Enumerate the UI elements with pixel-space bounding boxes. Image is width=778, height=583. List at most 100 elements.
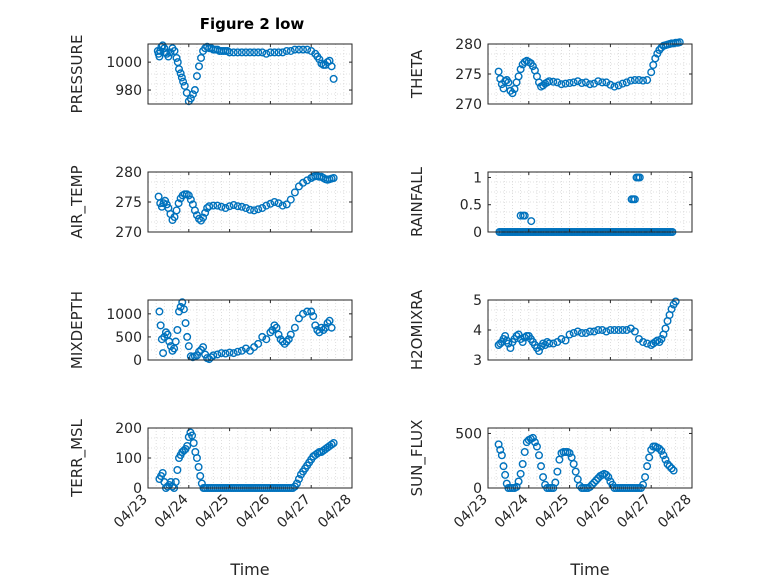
data-point [190, 206, 199, 215]
data-point [573, 327, 582, 336]
data-point [508, 89, 517, 98]
subplot-6: 3 4 5 H2OMIXRA [408, 289, 693, 370]
data-point [183, 332, 192, 341]
data-point [327, 440, 336, 449]
data-point [270, 197, 279, 206]
data-point [663, 460, 672, 469]
data-point [290, 323, 299, 332]
data-point [323, 319, 332, 328]
data-point [170, 46, 179, 55]
y-tick-label: 200 [115, 421, 142, 437]
series-markers [154, 172, 338, 225]
axes-box [487, 427, 693, 489]
y-tick-label: 0 [133, 353, 142, 369]
data-point [549, 339, 558, 348]
data-point [499, 84, 508, 93]
data-point [610, 326, 619, 335]
data-point [325, 316, 334, 325]
data-point [590, 79, 599, 88]
data-point [209, 351, 218, 360]
data-point [245, 205, 254, 214]
data-point [553, 467, 562, 476]
data-point [315, 328, 324, 337]
data-point [586, 80, 595, 89]
data-point [565, 449, 574, 458]
data-point [280, 339, 289, 348]
data-point [254, 48, 263, 57]
figure-title: Figure 2 low [200, 15, 305, 33]
data-point [217, 349, 226, 358]
y-axis-label: THETA [408, 49, 426, 99]
data-point [590, 478, 599, 487]
y-tick-label: 1 [473, 170, 482, 186]
y-tick-label: 270 [455, 97, 482, 113]
y-axis-label: SUN_FLUX [408, 420, 427, 497]
data-point [196, 472, 205, 481]
data-point [171, 337, 180, 346]
data-point [516, 65, 525, 74]
data-point [286, 195, 295, 204]
data-point [299, 45, 308, 54]
data-point [225, 48, 234, 57]
data-point [192, 72, 201, 81]
data-point [199, 343, 208, 352]
data-point [309, 312, 318, 321]
y-tick-label: 3 [473, 353, 482, 369]
data-point [657, 446, 666, 455]
data-point [557, 80, 566, 89]
data-point [643, 462, 652, 471]
data-point [675, 38, 684, 47]
y-tick-label: 0 [473, 225, 482, 241]
data-point [229, 200, 238, 209]
data-point [229, 48, 238, 57]
data-point [192, 454, 201, 463]
data-point [643, 75, 652, 84]
data-point [497, 451, 506, 460]
y-tick-label: 0 [133, 481, 142, 497]
data-point [179, 77, 188, 86]
data-point [665, 462, 674, 471]
data-point [606, 80, 615, 89]
data-point [294, 475, 303, 484]
y-tick-label: 280 [115, 165, 142, 181]
data-point [592, 476, 601, 485]
data-point [504, 339, 513, 348]
data-point [270, 48, 279, 57]
subplot-1: 980 1000 PRESSURE [68, 35, 353, 113]
data-point [565, 78, 574, 87]
y-tick-label: 5 [473, 293, 482, 309]
data-point [610, 82, 619, 91]
data-point [602, 78, 611, 87]
data-point [221, 203, 230, 212]
y-tick-label: 4 [473, 323, 482, 339]
data-point [527, 217, 536, 226]
data-point [303, 307, 312, 316]
data-point [494, 67, 503, 76]
data-point [233, 202, 242, 211]
data-point [329, 439, 338, 448]
data-point [661, 324, 670, 333]
axes-box [147, 299, 353, 361]
data-point [622, 326, 631, 335]
data-point [292, 479, 301, 488]
data-point [639, 76, 648, 85]
data-point [577, 78, 586, 87]
data-point [537, 462, 546, 471]
data-point [237, 202, 246, 211]
data-point [586, 482, 595, 491]
data-point [217, 202, 226, 211]
series-markers [494, 297, 680, 356]
data-point [561, 336, 570, 345]
data-point [545, 77, 554, 86]
data-point [496, 445, 505, 454]
data-point [194, 62, 203, 71]
data-point [266, 48, 275, 57]
data-point [155, 52, 164, 61]
y-tick-label: 275 [115, 195, 142, 211]
data-point [514, 72, 523, 81]
data-point [245, 48, 254, 57]
data-point [173, 326, 182, 335]
data-point [241, 344, 250, 353]
data-point [274, 48, 283, 57]
data-point [569, 329, 578, 338]
